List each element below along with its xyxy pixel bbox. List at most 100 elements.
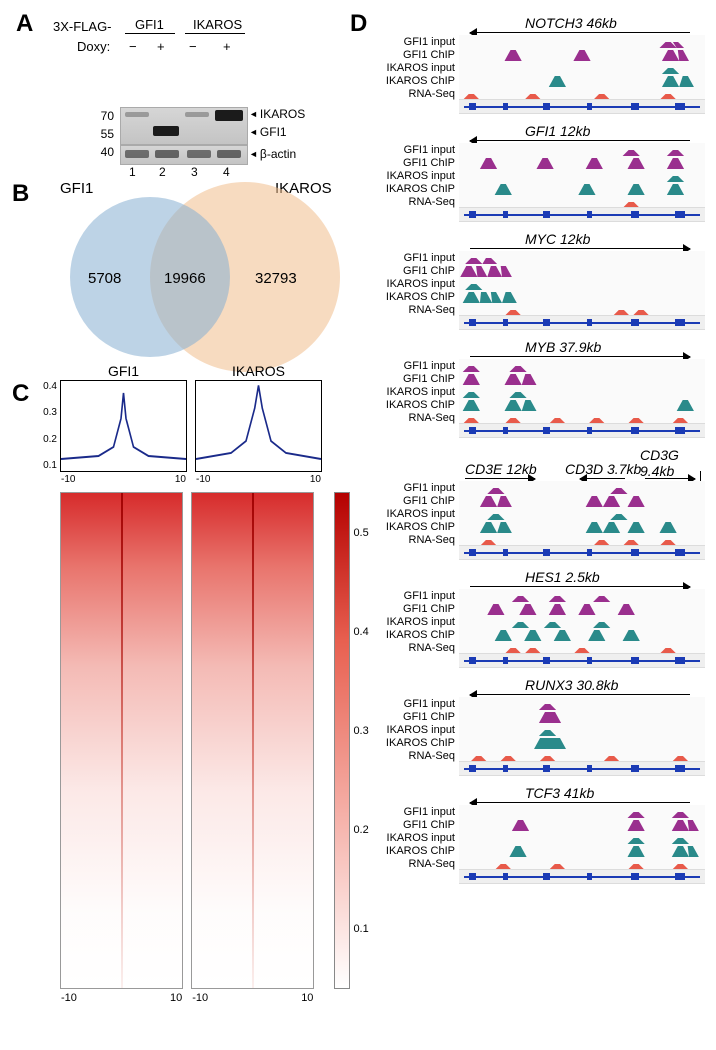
track-label: GFI1 input <box>370 144 455 156</box>
exon <box>543 211 550 218</box>
profile-ikaros: IKAROS -10 10 <box>195 380 322 472</box>
track-row: IKAROS ChIP <box>370 628 705 641</box>
track-row: GFI1 input <box>370 143 705 156</box>
track-row: IKAROS ChIP <box>370 520 705 533</box>
doxy-state: − <box>189 39 197 54</box>
track-label: IKAROS ChIP <box>370 521 455 533</box>
heatmap-ikaros: -10 10 <box>191 492 314 989</box>
exon <box>469 103 476 110</box>
gene-header: MYB 37.9kb <box>370 339 705 359</box>
exon <box>503 211 508 218</box>
gene-header: CD3E 12kbCD3D 3.7kbCD3G 9.4kb <box>370 447 705 481</box>
track-label: RNA-Seq <box>370 196 455 208</box>
doxy-header-label: Doxy: <box>77 39 110 54</box>
track-label: RNA-Seq <box>370 412 455 424</box>
gene-model <box>459 99 705 114</box>
exon <box>469 319 476 326</box>
xtick: 10 <box>170 992 182 1004</box>
track-label: GFI1 ChIP <box>370 49 455 61</box>
doxy-state: + <box>223 39 231 54</box>
exon <box>543 319 550 326</box>
band-ikaros <box>215 110 243 121</box>
profile-svg <box>196 381 321 471</box>
gene-model-row <box>370 546 705 559</box>
track-label: RNA-Seq <box>370 858 455 870</box>
track-row: GFI1 ChIP <box>370 818 705 831</box>
track-row: GFI1 input <box>370 251 705 264</box>
exon <box>543 765 550 772</box>
track-label: GFI1 input <box>370 482 455 494</box>
exon <box>631 873 638 880</box>
heatmap-gfi1: -10 10 <box>60 492 183 989</box>
track-label: IKAROS ChIP <box>370 845 455 857</box>
doxy-state: + <box>157 39 165 54</box>
exon <box>469 211 476 218</box>
gene-model-line <box>464 106 700 108</box>
track-row: GFI1 ChIP <box>370 156 705 169</box>
track-label: IKAROS ChIP <box>370 399 455 411</box>
track-label: IKAROS input <box>370 832 455 844</box>
exon <box>503 765 508 772</box>
gene-model-row <box>370 762 705 775</box>
track-label: GFI1 ChIP <box>370 157 455 169</box>
group-line <box>185 33 245 34</box>
track-area <box>459 359 705 372</box>
profile-xaxis: -10 10 <box>61 474 186 485</box>
gene-header: NOTCH3 46kb <box>370 15 705 35</box>
gene-block-gfi1: GFI1 12kbGFI1 inputGFI1 ChIPIKAROS input… <box>370 123 705 221</box>
gene-arrow-icon <box>470 694 690 695</box>
xtick: 10 <box>175 474 186 485</box>
gene-model <box>459 761 705 776</box>
track-label: IKAROS ChIP <box>370 629 455 641</box>
venn-count-left: 5708 <box>88 270 121 287</box>
track-area <box>459 615 705 628</box>
gene-model <box>459 315 705 330</box>
track-row: GFI1 ChIP <box>370 372 705 385</box>
gene-model-row <box>370 654 705 667</box>
exon <box>503 427 508 434</box>
gene-model <box>459 545 705 560</box>
track-label: IKAROS ChIP <box>370 737 455 749</box>
exon <box>675 211 685 218</box>
profile-xaxis: -10 10 <box>196 474 321 485</box>
exon <box>631 211 638 218</box>
exon <box>543 427 550 434</box>
exon <box>631 549 638 556</box>
track-label: GFI1 input <box>370 36 455 48</box>
gene-model-line <box>464 322 700 324</box>
exon <box>469 873 476 880</box>
gene-block-myb: MYB 37.9kbGFI1 inputGFI1 ChIPIKAROS inpu… <box>370 339 705 437</box>
gene-model <box>459 869 705 884</box>
exon <box>587 765 592 772</box>
band-gfi1 <box>153 126 179 136</box>
track-area <box>459 628 705 641</box>
gene-model-line <box>464 430 700 432</box>
track-label: IKAROS input <box>370 386 455 398</box>
gene-block-myc: MYC 12kbGFI1 inputGFI1 ChIPIKAROS inputI… <box>370 231 705 329</box>
exon <box>631 103 638 110</box>
panel-d-tracks: NOTCH3 46kbGFI1 inputGFI1 ChIPIKAROS inp… <box>370 15 705 893</box>
exon <box>587 873 592 880</box>
gene-name: CD3E 12kb <box>465 461 537 477</box>
track-area <box>459 520 705 533</box>
gene-block-cd3e: CD3E 12kbCD3D 3.7kbCD3G 9.4kbGFI1 inputG… <box>370 447 705 559</box>
lane-number: 2 <box>159 165 166 179</box>
track-label: GFI1 ChIP <box>370 711 455 723</box>
exon <box>675 319 685 326</box>
track-area <box>459 805 705 818</box>
track-row: GFI1 ChIP <box>370 48 705 61</box>
exon <box>503 103 508 110</box>
gene-arrow-icon <box>470 140 690 141</box>
exon <box>675 427 685 434</box>
heatmap-xaxis: -10 10 <box>61 992 182 1004</box>
track-area <box>459 710 705 723</box>
exon <box>503 319 508 326</box>
band-actin <box>187 150 211 158</box>
track-label: GFI1 input <box>370 698 455 710</box>
mw-marker: 40 <box>89 145 114 159</box>
gene-header: GFI1 12kb <box>370 123 705 143</box>
track-area <box>459 589 705 602</box>
exon <box>587 549 592 556</box>
track-row: IKAROS ChIP <box>370 182 705 195</box>
gene-block-notch3: NOTCH3 46kbGFI1 inputGFI1 ChIPIKAROS inp… <box>370 15 705 113</box>
